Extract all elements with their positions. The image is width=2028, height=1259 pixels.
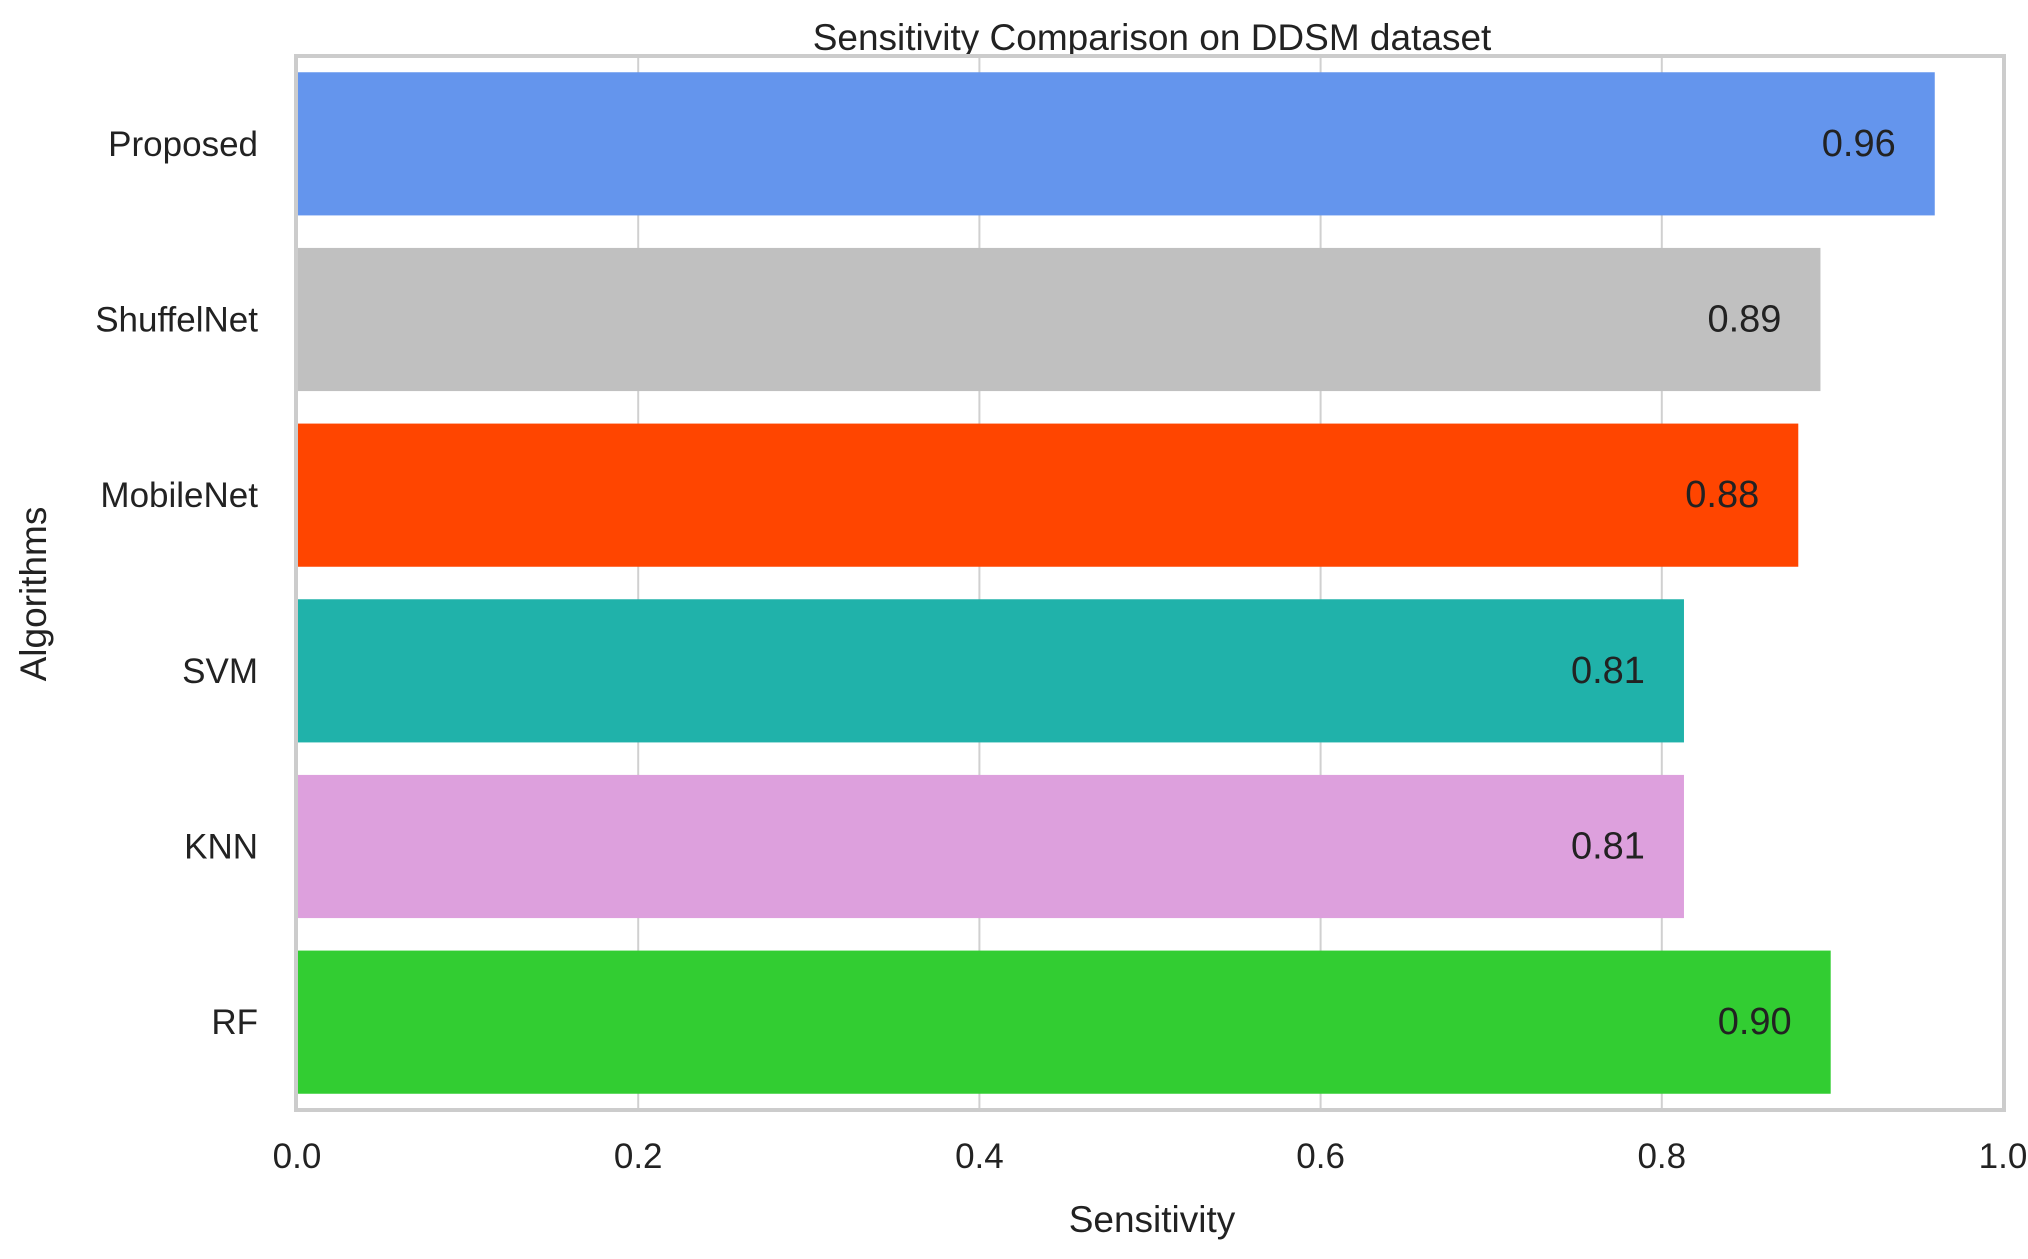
x-tick-label: 0.2 xyxy=(614,1137,663,1176)
x-tick-label: 1.0 xyxy=(1979,1137,2028,1176)
y-tick-labels: Proposed ShuffelNet MobileNet SVM KNN RF xyxy=(95,125,258,1042)
value-label: 0.89 xyxy=(1707,299,1781,341)
plot-frame xyxy=(294,54,2006,1112)
bars xyxy=(297,72,1935,1094)
y-tick-label: RF xyxy=(211,1003,258,1042)
x-axis-title: Sensitivity xyxy=(1069,1199,1236,1240)
bar-rf xyxy=(297,950,1831,1094)
value-labels: 0.96 0.89 0.88 0.81 0.81 0.90 xyxy=(1571,123,1896,1043)
bar-proposed xyxy=(297,72,1935,216)
x-tick-label: 0.4 xyxy=(955,1137,1004,1176)
chart-title: Sensitivity Comparison on DDSM dataset xyxy=(813,17,1492,58)
x-tick-labels: 0.0 0.2 0.4 0.6 0.8 1.0 xyxy=(273,1137,2028,1176)
bar-shuffelnet xyxy=(297,247,1821,392)
y-tick-label: SVM xyxy=(182,652,258,691)
bar-mobilenet xyxy=(297,423,1799,567)
value-label: 0.81 xyxy=(1571,826,1645,868)
y-tick-label: ShuffelNet xyxy=(95,301,258,340)
bar-svm xyxy=(297,599,1684,743)
value-label: 0.81 xyxy=(1571,650,1645,692)
x-tick-label: 0.0 xyxy=(273,1137,322,1176)
value-label: 0.90 xyxy=(1718,1001,1792,1043)
y-tick-label: MobileNet xyxy=(100,476,258,515)
value-label: 0.88 xyxy=(1685,474,1759,516)
x-tick-label: 0.8 xyxy=(1637,1137,1686,1176)
x-tick-label: 0.6 xyxy=(1296,1137,1345,1176)
y-tick-label: Proposed xyxy=(108,125,258,164)
bar-knn xyxy=(297,774,1684,919)
y-tick-label: KNN xyxy=(184,828,258,867)
value-label: 0.96 xyxy=(1822,123,1896,165)
y-axis-title: Algorithms xyxy=(13,507,54,682)
